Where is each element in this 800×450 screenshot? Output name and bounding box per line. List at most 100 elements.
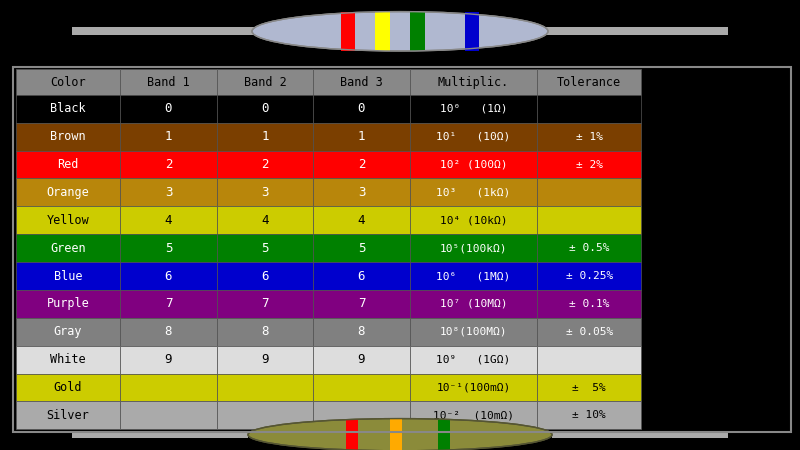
Bar: [314, 206, 410, 234]
Bar: [120, 179, 217, 206]
Bar: [217, 290, 314, 318]
Text: Purple: Purple: [46, 297, 90, 310]
Text: 1: 1: [358, 130, 366, 143]
Bar: [410, 69, 537, 95]
Text: 6: 6: [165, 270, 172, 283]
Bar: [410, 234, 537, 262]
Text: 9: 9: [165, 353, 172, 366]
Bar: [16, 151, 120, 179]
Bar: [16, 318, 120, 346]
Bar: [314, 179, 410, 206]
Bar: [537, 179, 642, 206]
Text: 0: 0: [165, 102, 172, 115]
Bar: [552, 431, 728, 438]
Text: 10⁰   (1Ω): 10⁰ (1Ω): [440, 104, 507, 114]
Text: Gold: Gold: [54, 381, 82, 394]
Bar: [341, 12, 355, 51]
Bar: [410, 318, 537, 346]
Bar: [217, 346, 314, 374]
Bar: [217, 318, 314, 346]
Text: 1: 1: [262, 130, 269, 143]
Bar: [217, 234, 314, 262]
Text: 10⁹   (1GΩ): 10⁹ (1GΩ): [436, 355, 510, 365]
Text: Band 1: Band 1: [147, 76, 190, 89]
Text: Green: Green: [50, 242, 86, 255]
Bar: [16, 374, 120, 401]
Bar: [16, 179, 120, 206]
Text: Silver: Silver: [46, 409, 90, 422]
Bar: [16, 69, 120, 95]
Bar: [16, 123, 120, 151]
Bar: [537, 401, 642, 429]
Bar: [120, 374, 217, 401]
Bar: [410, 262, 537, 290]
Bar: [314, 123, 410, 151]
Bar: [537, 318, 642, 346]
Bar: [120, 206, 217, 234]
Text: 8: 8: [358, 325, 366, 338]
Bar: [120, 262, 217, 290]
Text: 10⁴ (10kΩ): 10⁴ (10kΩ): [440, 215, 507, 225]
Text: 3: 3: [262, 186, 269, 199]
Bar: [120, 234, 217, 262]
Text: Tolerance: Tolerance: [557, 76, 622, 89]
Text: 2: 2: [358, 158, 366, 171]
Bar: [465, 12, 479, 51]
Bar: [120, 123, 217, 151]
Text: 8: 8: [262, 325, 269, 338]
Bar: [217, 95, 314, 123]
Bar: [537, 262, 642, 290]
Bar: [120, 318, 217, 346]
Bar: [314, 151, 410, 179]
Bar: [410, 290, 537, 318]
Bar: [537, 234, 642, 262]
Bar: [217, 374, 314, 401]
Bar: [217, 206, 314, 234]
Text: 7: 7: [262, 297, 269, 310]
Text: Blue: Blue: [54, 270, 82, 283]
Text: 4: 4: [262, 214, 269, 227]
Text: Black: Black: [50, 102, 86, 115]
Bar: [120, 95, 217, 123]
Bar: [314, 69, 410, 95]
Bar: [314, 401, 410, 429]
Text: 2: 2: [262, 158, 269, 171]
Bar: [390, 418, 402, 450]
Text: 1: 1: [165, 130, 172, 143]
Bar: [410, 123, 537, 151]
Text: 2: 2: [165, 158, 172, 171]
Text: ± 0.25%: ± 0.25%: [566, 271, 613, 281]
Text: 10⁻¹(100mΩ): 10⁻¹(100mΩ): [436, 382, 510, 392]
Bar: [16, 290, 120, 318]
Bar: [410, 179, 537, 206]
Text: 10⁻²  (10mΩ): 10⁻² (10mΩ): [433, 410, 514, 420]
Bar: [16, 206, 120, 234]
Text: 10⁷ (10MΩ): 10⁷ (10MΩ): [440, 299, 507, 309]
Bar: [217, 69, 314, 95]
Bar: [537, 69, 642, 95]
Text: ± 1%: ± 1%: [576, 132, 602, 142]
Text: 9: 9: [358, 353, 366, 366]
Text: 3: 3: [358, 186, 366, 199]
Bar: [217, 151, 314, 179]
Bar: [16, 346, 120, 374]
Bar: [410, 95, 537, 123]
Text: Color: Color: [50, 76, 86, 89]
Bar: [16, 262, 120, 290]
Bar: [16, 95, 120, 123]
Bar: [120, 346, 217, 374]
Bar: [537, 123, 642, 151]
Bar: [537, 290, 642, 318]
Text: 5: 5: [165, 242, 172, 255]
Text: 0: 0: [262, 102, 269, 115]
Bar: [314, 318, 410, 346]
Bar: [410, 401, 537, 429]
Text: 4: 4: [358, 214, 366, 227]
Text: ± 0.5%: ± 0.5%: [569, 243, 610, 253]
Bar: [314, 262, 410, 290]
Bar: [13, 67, 791, 432]
Bar: [120, 151, 217, 179]
Bar: [120, 401, 217, 429]
Text: Multiplic.: Multiplic.: [438, 76, 509, 89]
Text: 6: 6: [358, 270, 366, 283]
